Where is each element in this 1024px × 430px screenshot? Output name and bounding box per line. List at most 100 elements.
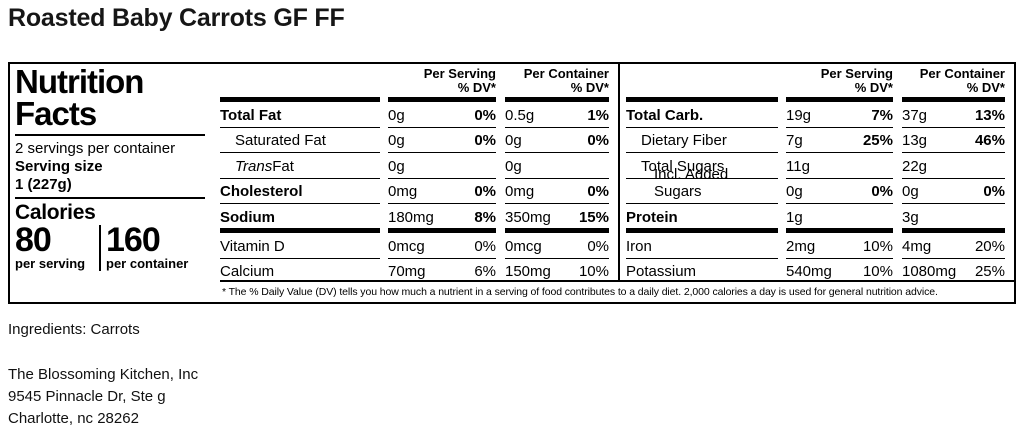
nutrient-name-text: Dietary Fiber: [641, 132, 727, 149]
serving-dv: 10%: [862, 262, 893, 280]
serving-dv: 25%: [862, 132, 893, 149]
nutrient-name: Incl. Added Sugars: [626, 166, 778, 204]
container-dv: 25%: [974, 262, 1005, 280]
per-serving-cell: 11g: [786, 153, 893, 179]
container-dv: 10%: [578, 262, 609, 280]
container-amount: 3g: [902, 209, 919, 226]
nutrient-name-text: Sodium: [220, 209, 275, 226]
per-serving-cell: 0mcg 0%: [388, 233, 496, 259]
nutrient-name: Calcium: [220, 259, 380, 281]
table-vertical-divider: [618, 64, 620, 280]
per-serving-cell: 2mg 10%: [786, 233, 893, 259]
per-container-cell: 150mg 10%: [505, 259, 609, 281]
nutrient-name: Total Sugars: [626, 153, 778, 179]
nutrient-row-total-fat: Total Fat 0g 0% 0.5g 1%: [220, 102, 610, 128]
per-serving-cell: 0g 0%: [388, 102, 496, 128]
serving-amount: 0g: [786, 183, 803, 200]
nutrient-name-text: Protein: [626, 209, 678, 226]
calories-per-container-caption: per container: [106, 256, 189, 271]
container-amount: 150mg: [505, 262, 551, 280]
dv-header: % DV*: [966, 80, 1005, 95]
container-dv: 0%: [983, 183, 1005, 200]
nutrient-row-dietary-fiber: Dietary Fiber 7g 25% 13g 46%: [626, 128, 1005, 153]
per-container-cell: 13g 46%: [902, 128, 1005, 153]
dv-header: % DV*: [570, 80, 609, 95]
serving-dv: 7%: [871, 106, 893, 124]
serving-amount: 2mg: [786, 237, 816, 255]
container-amount: 0g: [505, 132, 522, 149]
per-container-cell: 0g 0%: [505, 128, 609, 153]
container-dv: 46%: [974, 132, 1005, 149]
serving-amount: 0mg: [388, 183, 418, 200]
container-amount: 37g: [902, 106, 928, 124]
nutrient-name-text: Calcium: [220, 262, 275, 280]
container-dv: 0%: [587, 237, 609, 255]
manufacturer-block: The Blossoming Kitchen, Inc 9545 Pinnacl…: [8, 364, 198, 430]
per-container-cell: 350mg 15%: [505, 204, 609, 233]
nutrient-name: Vitamin D: [220, 233, 380, 259]
container-amount: 4mg: [902, 237, 932, 255]
nutrient-name: Trans Fat: [220, 153, 380, 179]
per-serving-cell: 0mg 0%: [388, 179, 496, 204]
serving-amount: 70mg: [388, 262, 426, 280]
serving-amount: 540mg: [786, 262, 832, 280]
nutrient-name-text: Total Carb.: [626, 106, 704, 124]
label-summary-block: Nutrition Facts 2 servings per container…: [10, 64, 210, 302]
serving-amount: 19g: [786, 106, 812, 124]
per-serving-cell: 70mg 6%: [388, 259, 496, 281]
calories-per-serving-caption: per serving: [15, 256, 86, 271]
nutrient-name-text: Total Sugars: [641, 157, 725, 175]
header-per-serving: Per Serving % DV*: [388, 66, 496, 102]
per-container-cell: 0mcg 0%: [505, 233, 609, 259]
ingredients-text: Ingredients: Carrots: [8, 321, 140, 338]
nutrient-table-right: Per Serving % DV* Per Container % DV* To…: [626, 64, 1014, 280]
nutrient-row-saturated-fat: Saturated Fat 0g 0% 0g 0%: [220, 128, 610, 153]
per-container-cell: 1080mg 25%: [902, 259, 1005, 281]
nutrient-row-trans-fat: Trans Fat 0g 0g: [220, 153, 610, 179]
calories-divider: [99, 225, 101, 271]
divider-rule: [15, 134, 205, 136]
serving-dv: 0%: [474, 183, 496, 200]
nutrient-row-protein: Protein 1g 3g: [626, 204, 1005, 233]
per-container-cell: 3g: [902, 204, 1005, 233]
container-dv: 13%: [974, 106, 1005, 124]
container-dv: 1%: [587, 106, 609, 124]
serving-amount: 11g: [786, 157, 810, 175]
per-container-cell: 0mg 0%: [505, 179, 609, 204]
calories-per-container: 160 per container: [106, 221, 189, 271]
table-header: Per Serving % DV* Per Container % DV*: [220, 66, 610, 102]
table-header: Per Serving % DV* Per Container % DV*: [626, 66, 1005, 102]
nutrient-name: Sodium: [220, 204, 380, 233]
per-serving-cell: 0g 0%: [786, 179, 893, 204]
per-serving-cell: 540mg 10%: [786, 259, 893, 281]
nutrient-name: Total Carb.: [626, 102, 778, 128]
container-amount: 0mg: [505, 183, 535, 200]
container-amount: 0mcg: [505, 237, 542, 255]
nutrient-name: Protein: [626, 204, 778, 233]
nutrient-name: Cholesterol: [220, 179, 380, 204]
daily-value-footnote: * The % Daily Value (DV) tells you how m…: [220, 280, 1014, 302]
nutrient-name-text: Saturated Fat: [235, 132, 326, 149]
calories-per-container-value: 160: [106, 221, 161, 259]
per-container-cell: 22g: [902, 153, 1005, 179]
nutrient-name: Total Fat: [220, 102, 380, 128]
nutrient-name: Potassium: [626, 259, 778, 281]
per-container-cell: 37g 13%: [902, 102, 1005, 128]
serving-dv: 0%: [871, 183, 893, 200]
container-dv: 0%: [587, 132, 609, 149]
serving-dv: 0%: [474, 237, 496, 255]
per-container-cell: 0.5g 1%: [505, 102, 609, 128]
manufacturer-name: The Blossoming Kitchen, Inc: [8, 366, 199, 383]
per-container-cell: 0g: [505, 153, 609, 179]
container-amount: 13g: [902, 132, 928, 149]
serving-dv: 0%: [474, 106, 496, 124]
nutrient-row-added-sugars: Incl. Added Sugars 0g 0% 0g 0%: [626, 166, 1005, 204]
container-dv: 20%: [974, 237, 1005, 255]
nutrient-row-potassium: Potassium 540mg 10% 1080mg 25%: [626, 259, 1005, 281]
per-serving-cell: 7g 25%: [786, 128, 893, 153]
nutrient-tables-row: Per Serving % DV* Per Container % DV* To…: [220, 64, 1014, 280]
serving-amount: 180mg: [388, 209, 434, 226]
container-amount: 350mg: [505, 209, 551, 226]
per-serving-header: Per Serving: [423, 66, 496, 81]
per-serving-cell: 180mg 8%: [388, 204, 496, 233]
